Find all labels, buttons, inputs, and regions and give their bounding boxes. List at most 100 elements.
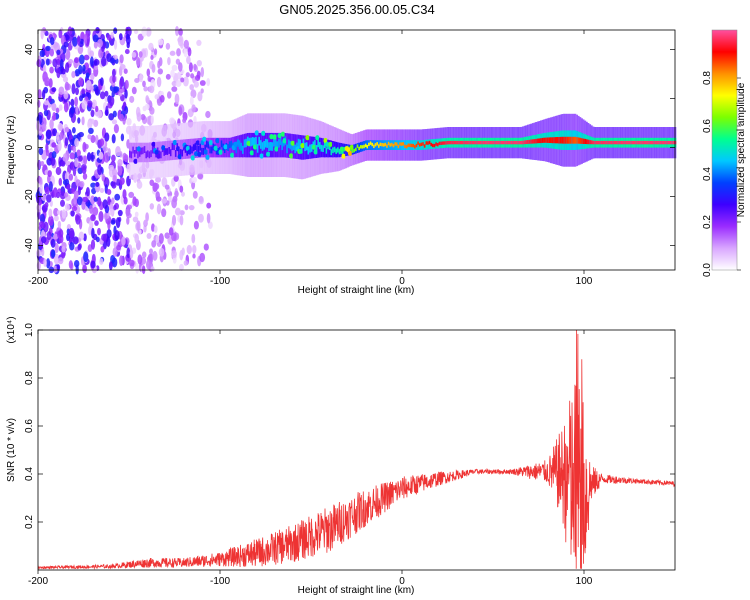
spectrogram-cell xyxy=(230,140,233,148)
spectrogram-cell xyxy=(364,143,367,148)
spectrogram-cell xyxy=(481,140,483,145)
spectrogram-cell xyxy=(128,191,135,199)
spectrogram-cell xyxy=(494,140,497,145)
spectrogram-cell xyxy=(74,157,79,168)
spectrogram-cell xyxy=(44,202,49,208)
spectrogram-cell xyxy=(131,86,137,95)
spectrogram-cell xyxy=(610,140,613,145)
spectrogram-cell xyxy=(227,144,230,151)
spectrogram-cell xyxy=(615,140,618,145)
spectrogram-cell xyxy=(479,140,482,145)
spectrogram-cell xyxy=(119,177,125,185)
spectrogram-cell xyxy=(113,27,118,34)
spectrogram-cell xyxy=(572,136,575,144)
spectrogram-cell xyxy=(347,150,353,156)
spectrogram-cell xyxy=(52,187,58,198)
spectrogram-cell xyxy=(41,123,47,132)
spectrogram-cell xyxy=(672,140,675,145)
spectrogram-cell xyxy=(113,39,118,50)
spectrogram-cell xyxy=(165,73,171,80)
spectrogram-cell xyxy=(646,140,649,145)
spectrogram-cell xyxy=(67,143,72,154)
spectrogram-cell xyxy=(300,143,305,149)
spectrogram-cell xyxy=(201,137,203,158)
spectrogram-cell xyxy=(126,117,132,126)
spectrogram-cell xyxy=(114,193,121,201)
spectrogram-cell xyxy=(220,137,223,158)
spectrogram-cell xyxy=(451,140,454,145)
spectrogram-cell xyxy=(119,151,123,158)
spectrogram-cell xyxy=(458,140,460,145)
spectrogram-cell xyxy=(669,140,672,145)
spectrogram-cell xyxy=(92,34,99,43)
spectrogram-cell xyxy=(220,140,223,148)
spectrogram-cell xyxy=(376,142,379,146)
spectrogram-cell xyxy=(71,71,76,78)
spectrogram-cell xyxy=(111,181,117,189)
spectrogram-cell xyxy=(330,140,333,158)
spectrogram-cell xyxy=(144,103,150,110)
spectrogram-cell xyxy=(290,140,295,146)
spectrogram-cell xyxy=(409,143,411,147)
spectrogram-cell xyxy=(194,143,197,150)
spectrogram-cell xyxy=(179,185,184,193)
spectrogram-cell xyxy=(100,77,104,87)
spectrogram-cell xyxy=(658,140,660,145)
spectrogram-cell xyxy=(87,134,92,140)
spectrogram-cell xyxy=(46,258,51,269)
spectrogram-cell xyxy=(71,127,76,134)
spectrogram-cell xyxy=(152,250,158,261)
spectrogram-cell xyxy=(142,147,144,155)
spectrogram-cell xyxy=(643,140,646,145)
spectrogram-cell xyxy=(123,154,129,163)
spectrogram-cell xyxy=(430,142,433,147)
spectrogram-cell xyxy=(77,244,82,251)
spectrogram-cell xyxy=(55,131,60,141)
spectrogram-cell xyxy=(64,192,69,198)
spectrogram-cell xyxy=(178,62,183,72)
spectrogram-cell xyxy=(86,152,92,162)
spectrogram-cell xyxy=(518,140,521,145)
spectrogram-cell xyxy=(294,144,297,154)
spectrogram-cell xyxy=(72,36,78,47)
spectrogram-cell xyxy=(146,233,152,239)
spectrogram-cell xyxy=(151,146,154,154)
spectrogram-cell xyxy=(48,78,53,88)
spectrogram-cell xyxy=(356,144,359,148)
spectrogram-cell xyxy=(360,145,362,149)
spectrogram-cell xyxy=(49,48,55,57)
spectrogram-cell xyxy=(70,210,75,217)
spectrogram-cell xyxy=(75,179,81,187)
spectrogram-cell xyxy=(136,220,141,232)
spectrogram-cell xyxy=(93,196,98,202)
spectrogram-cell xyxy=(139,73,144,83)
spectrogram-cell xyxy=(176,48,181,57)
spectrogram-cell xyxy=(205,154,210,160)
spectrogram-cell xyxy=(133,150,136,157)
spectrogram-cell xyxy=(463,140,465,145)
spectrogram-cell xyxy=(168,227,174,236)
spectrogram-cell xyxy=(119,78,123,90)
spectrogram-cell xyxy=(358,146,361,151)
spectrogram-cell xyxy=(52,128,58,137)
spectrogram-cell xyxy=(387,141,390,146)
spectrogram-cell xyxy=(349,144,354,150)
spectrogram-cell xyxy=(561,136,564,144)
spectrogram-cell xyxy=(171,86,178,92)
spectrogram-cell xyxy=(407,143,410,147)
spectrogram-cell xyxy=(259,153,264,159)
spectrogram-cell xyxy=(64,203,70,211)
spectrogram-cell xyxy=(254,130,259,136)
spectrogram-cell xyxy=(569,136,572,144)
spectrogram-cell xyxy=(515,140,518,145)
spectrogram-cell xyxy=(138,51,143,58)
spectrogram-cell xyxy=(486,140,488,145)
spectrogram-cell xyxy=(82,196,89,203)
spectrogram-cell xyxy=(112,247,118,257)
spectrogram-cell xyxy=(104,212,108,221)
spectrogram-cell xyxy=(55,107,60,114)
spectrogram-cell xyxy=(82,141,87,153)
spectrogram-cell xyxy=(60,68,66,75)
spectrogram-cell xyxy=(320,144,323,152)
spectrogram-cell xyxy=(161,198,168,204)
